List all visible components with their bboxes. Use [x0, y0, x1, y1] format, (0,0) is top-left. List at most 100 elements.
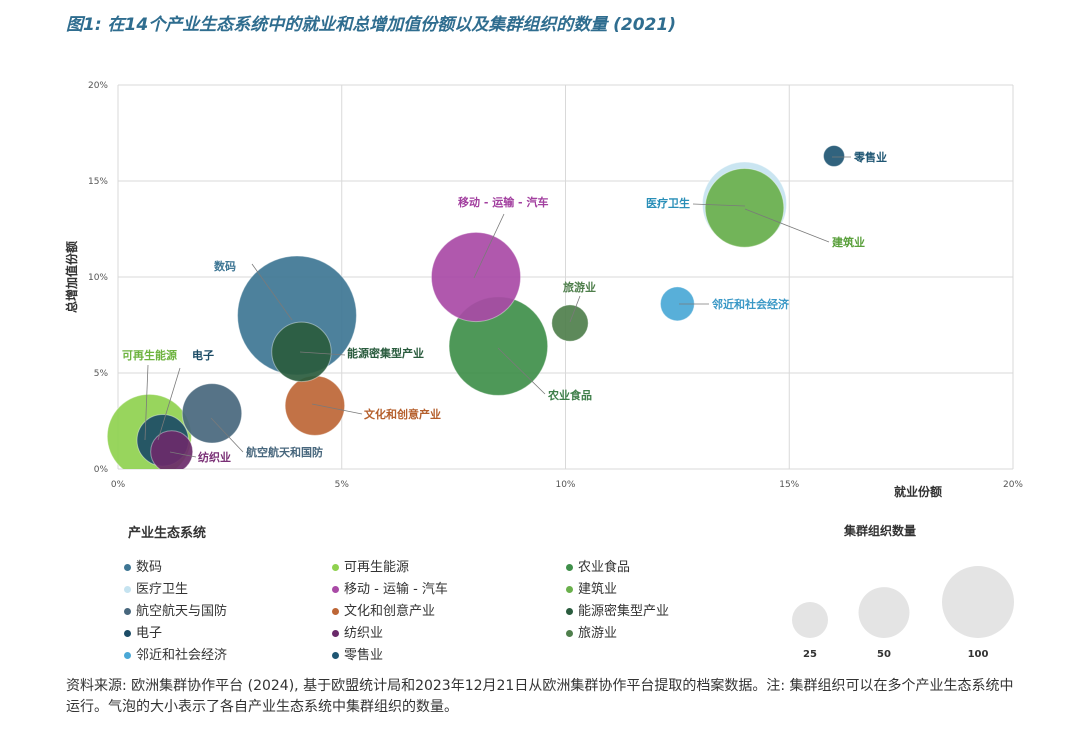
legend-label: 医疗卫生 [136, 582, 189, 597]
bubble-label: 农业食品 [547, 388, 592, 402]
x-tick-label: 5% [335, 480, 350, 490]
x-tick-label: 15% [779, 480, 799, 490]
legend-swatch [124, 564, 131, 571]
legend-label: 能源密集型产业 [578, 604, 670, 619]
bubble-label: 零售业 [853, 150, 887, 164]
leader-lines [144, 156, 851, 458]
legend-label: 数码 [136, 560, 163, 575]
bubble-label: 医疗卫生 [646, 196, 690, 210]
bubble-label: 能源密集型产业 [347, 346, 424, 360]
legend-swatch [332, 564, 339, 571]
bubble[interactable] [150, 430, 194, 473]
legend-swatch [566, 564, 573, 571]
y-tick-label: 5% [94, 369, 109, 379]
legend-swatch [566, 630, 573, 637]
legend-item: 纺织业 [332, 622, 383, 641]
size-legend-label: 25 [803, 649, 817, 660]
leader-line [311, 403, 363, 415]
legend-label: 航空航天与国防 [136, 604, 228, 619]
bubbles [106, 145, 846, 473]
legend-item: 文化和创意产业 [332, 600, 435, 619]
size-legend-bubble [792, 602, 828, 638]
leader-line [299, 351, 346, 356]
legend-swatch [124, 630, 131, 637]
bubble-label: 数码 [214, 259, 236, 273]
bubble-label: 旅游业 [563, 280, 596, 294]
y-tick-label: 15% [88, 177, 108, 187]
bubble[interactable] [284, 375, 346, 436]
x-tick-label: 0% [111, 480, 126, 490]
source-note: 资料来源: 欧洲集群协作平台 (2024), 基于欧盟统计局和2023年12月2… [66, 678, 1014, 715]
chart-title: 图1: 在14个产业生态系统中的就业和总增加值份额以及集群组织的数量 (2021… [66, 15, 676, 35]
legend-label: 旅游业 [578, 626, 618, 641]
leader-line [744, 208, 830, 243]
legend-label: 文化和创意产业 [344, 604, 436, 619]
legend-swatch [124, 652, 131, 659]
bubble-label: 可再生能源 [122, 348, 177, 362]
legend-item: 能源密集型产业 [566, 600, 669, 619]
legend-label: 邻近和社会经济 [136, 648, 228, 663]
y-tick-label: 0% [94, 465, 109, 475]
bubble-label: 移动 - 运输 - 汽车 [458, 195, 548, 209]
legend-swatch [332, 630, 339, 637]
bubble[interactable] [704, 168, 785, 248]
legend-title: 产业生态系统 [128, 526, 207, 541]
legend-item: 建筑业 [566, 578, 617, 597]
leader-line [169, 451, 197, 458]
axis-ticks: 0% 5% 10% 15% 20% 0% 5% 10% 15% 20% [88, 81, 1023, 490]
legend-swatch [124, 608, 131, 615]
x-axis-label: 就业份额 [894, 484, 942, 499]
legend-swatch [566, 586, 573, 593]
legend-label: 建筑业 [578, 582, 618, 597]
size-legend-label: 50 [877, 649, 891, 660]
leader-line [497, 347, 546, 395]
legend-swatch [566, 608, 573, 615]
legend-swatch [124, 586, 131, 593]
bubble[interactable] [430, 231, 522, 323]
legend-swatch [332, 652, 339, 659]
legend-item: 农业食品 [566, 556, 630, 575]
legend-item: 电子 [124, 622, 162, 641]
legend-item: 医疗卫生 [124, 578, 188, 597]
legend-item: 数码 [124, 556, 162, 575]
x-tick-label: 10% [555, 480, 575, 490]
bubble[interactable] [551, 304, 589, 342]
legend-item: 移动 - 运输 - 汽车 [332, 578, 448, 597]
bubble[interactable] [822, 145, 846, 168]
size-legend: 25 50 100 [792, 566, 1014, 660]
size-legend-bubble [942, 566, 1014, 638]
legend-item: 旅游业 [566, 622, 617, 641]
bubble-label: 文化和创意产业 [364, 407, 441, 421]
legend-label: 零售业 [344, 648, 384, 663]
legend-item: 邻近和社会经济 [124, 644, 227, 663]
leader-line [210, 417, 244, 453]
legend-label: 可再生能源 [344, 560, 410, 575]
leader-line [692, 203, 746, 207]
bubble-label: 电子 [192, 348, 214, 362]
leader-line [569, 295, 581, 323]
leader-line [157, 367, 181, 441]
legend-swatch [332, 608, 339, 615]
legend-label: 农业食品 [578, 560, 631, 575]
x-tick-label: 20% [1003, 480, 1023, 490]
y-axis-label: 总增加值份额 [64, 241, 79, 313]
bubble-label: 邻近和社会经济 [711, 297, 790, 311]
y-tick-label: 10% [88, 273, 108, 283]
legend-label: 移动 - 运输 - 汽车 [344, 582, 448, 597]
legend-swatch [332, 586, 339, 593]
legend-item: 可再生能源 [332, 556, 409, 575]
leader-line [144, 364, 149, 441]
leader-line [473, 213, 505, 279]
size-legend-bubble [858, 587, 910, 638]
bubble-label: 建筑业 [832, 235, 865, 249]
size-legend-label: 100 [968, 649, 989, 660]
bubble[interactable] [181, 383, 243, 444]
legend-item: 航空航天与国防 [124, 600, 227, 619]
bubble-label: 纺织业 [198, 450, 231, 464]
size-legend-title: 集群组织数量 [844, 524, 917, 538]
leader-line [251, 263, 293, 321]
legend-label: 电子 [136, 626, 163, 641]
y-tick-label: 20% [88, 81, 108, 91]
